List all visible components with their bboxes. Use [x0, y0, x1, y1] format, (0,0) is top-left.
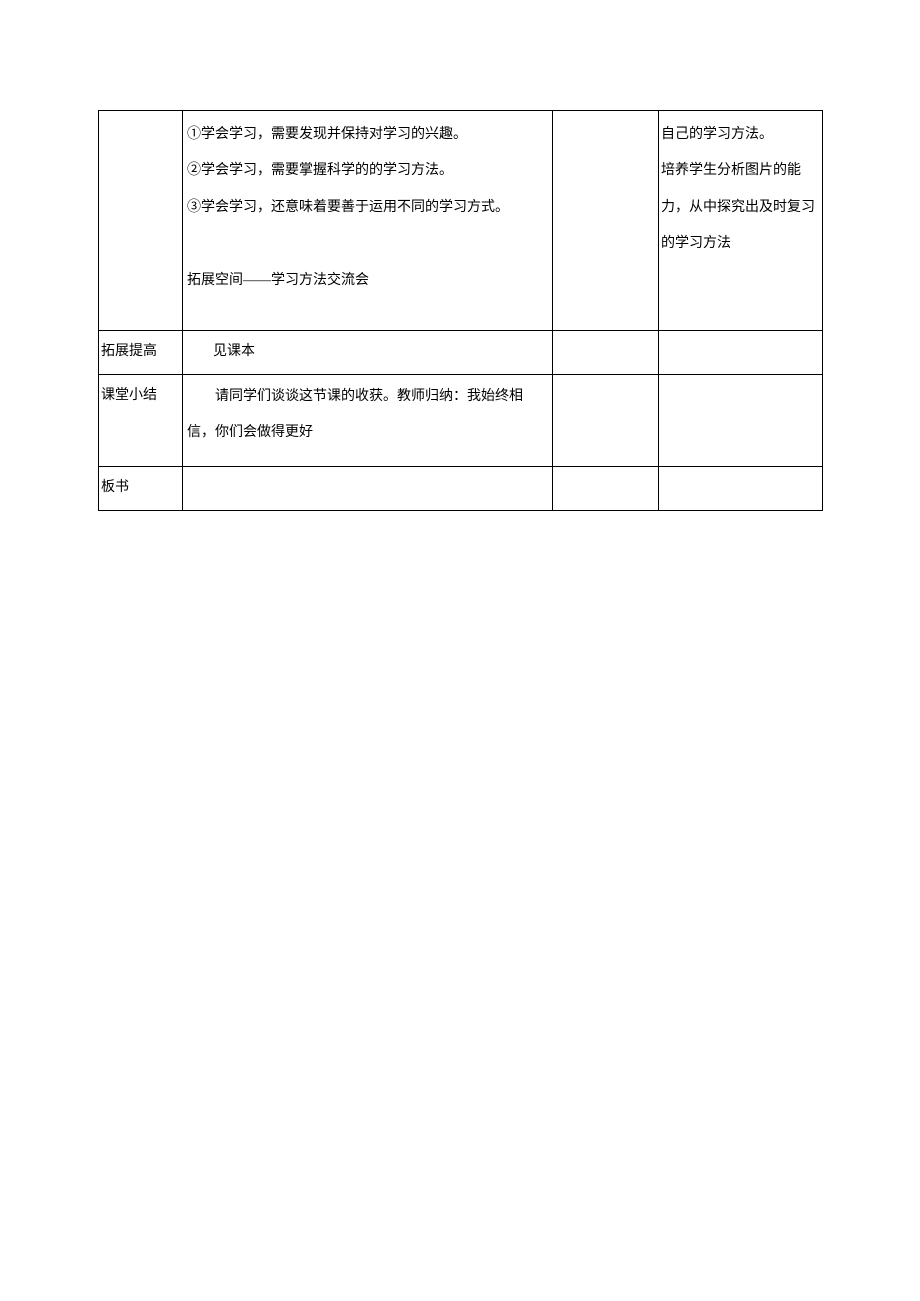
row4-col3-cell: [553, 466, 659, 510]
table-row: 拓展提高 见课本: [99, 331, 823, 375]
notes-line: 培养学生分析图片的能力，从中探究出及时复习的学习方法: [661, 153, 820, 262]
content-line: ②学会学习，需要掌握科学的的学习方法。: [187, 153, 548, 189]
summary-text: 请同学们谈谈这节课的收获。教师归纳：我始终相信，你们会做得更好: [187, 379, 548, 452]
row4-col4-cell: [659, 466, 823, 510]
row4-label-cell: 板书: [99, 466, 183, 510]
content-line: ①学会学习，需要发现并保持对学习的兴趣。: [187, 117, 548, 153]
row1-content-cell: ①学会学习，需要发现并保持对学习的兴趣。 ②学会学习，需要掌握科学的的学习方法。…: [183, 111, 553, 331]
row3-col4-cell: [659, 374, 823, 466]
row3-content-cell: 请同学们谈谈这节课的收获。教师归纳：我始终相信，你们会做得更好: [183, 374, 553, 466]
row3-col3-cell: [553, 374, 659, 466]
spacer: [187, 226, 548, 262]
content-text: 见课本: [185, 337, 255, 368]
content-line: ③学会学习，还意味着要善于运用不同的学习方式。: [187, 190, 548, 226]
table-row: 课堂小结 请同学们谈谈这节课的收获。教师归纳：我始终相信，你们会做得更好: [99, 374, 823, 466]
row1-label-cell: [99, 111, 183, 331]
row2-col4-cell: [659, 331, 823, 375]
row1-col3-cell: [553, 111, 659, 331]
row2-content-cell: 见课本: [183, 331, 553, 375]
notes-line: 自己的学习方法。: [661, 117, 820, 153]
content-line: 拓展空间——学习方法交流会: [187, 263, 548, 299]
row2-label-cell: 拓展提高: [99, 331, 183, 375]
row3-label-cell: 课堂小结: [99, 374, 183, 466]
row1-notes-cell: 自己的学习方法。 培养学生分析图片的能力，从中探究出及时复习的学习方法: [659, 111, 823, 331]
table-row: 板书: [99, 466, 823, 510]
lesson-plan-table: ①学会学习，需要发现并保持对学习的兴趣。 ②学会学习，需要掌握科学的的学习方法。…: [98, 110, 823, 511]
row4-content-cell: [183, 466, 553, 510]
row2-col3-cell: [553, 331, 659, 375]
table-row: ①学会学习，需要发现并保持对学习的兴趣。 ②学会学习，需要掌握科学的的学习方法。…: [99, 111, 823, 331]
